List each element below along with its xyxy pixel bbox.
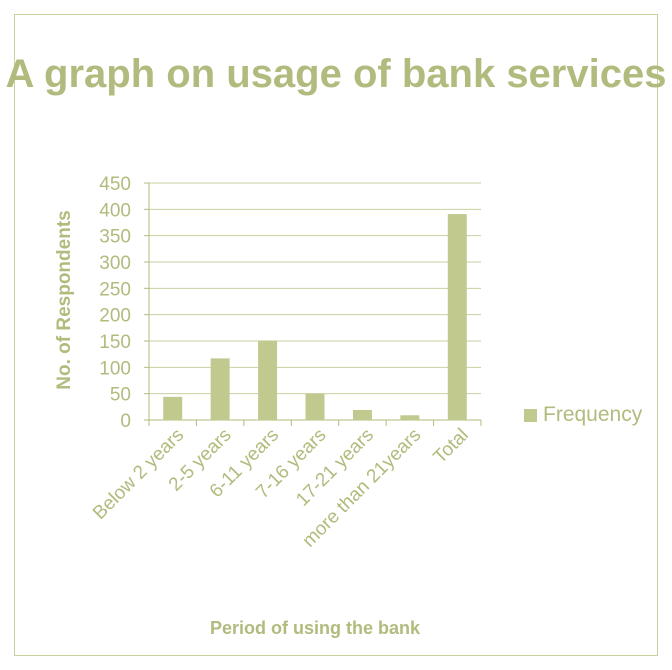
chart-title: A graph on usage of bank services — [5, 52, 667, 96]
x-category-label: Total — [430, 425, 473, 468]
bar — [163, 396, 183, 420]
y-tick-label: 50 — [110, 385, 131, 406]
y-tick-label: 450 — [99, 174, 131, 195]
bar — [258, 340, 278, 420]
y-tick-label: 350 — [99, 227, 131, 248]
y-tick-label: 0 — [120, 411, 131, 432]
bar — [305, 393, 325, 420]
legend-label: Frequency — [543, 403, 643, 426]
bar — [352, 409, 372, 420]
y-tick-label: 200 — [99, 306, 131, 327]
y-tick-label: 100 — [99, 358, 131, 379]
y-tick-label: 150 — [99, 332, 131, 353]
y-tick-label: 250 — [99, 279, 131, 300]
y-tick-label: 400 — [99, 200, 131, 221]
bar — [400, 415, 420, 420]
x-axis-label: Period of using the bank — [209, 618, 420, 638]
legend-swatch — [524, 408, 537, 422]
bar — [210, 358, 230, 420]
chart-area — [14, 14, 658, 656]
bar — [447, 214, 467, 420]
legend: Frequency — [524, 403, 642, 427]
y-tick-label: 300 — [99, 253, 131, 274]
